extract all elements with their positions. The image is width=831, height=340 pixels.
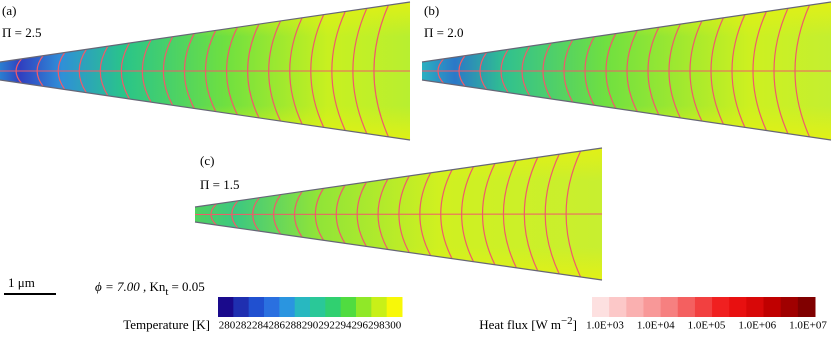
heat-flux-tick-label: 1.0E+07: [789, 320, 827, 332]
panel-label: (b): [424, 3, 439, 18]
temperature-tick-label: 288: [285, 320, 302, 332]
color-swatch: [218, 297, 234, 317]
color-swatch: [371, 297, 388, 317]
panel-label: (c): [200, 153, 214, 168]
color-swatch: [386, 297, 403, 317]
heat-flux-tick-label: 1.0E+03: [586, 320, 624, 332]
color-swatch: [325, 297, 342, 317]
temperature-tick-label: 282: [235, 320, 252, 332]
heat-flux-title-end: ]: [573, 317, 577, 332]
temperature-tick-label: 284: [252, 320, 269, 332]
color-swatch: [694, 297, 713, 317]
temperature-title: Temperature [K]: [123, 317, 210, 332]
kn-value: = 0.05: [171, 279, 204, 294]
wedge-outline: [0, 79, 411, 141]
temperature-tick-label: 290: [302, 320, 319, 332]
wedges: [0, 1, 831, 281]
temperature-tick-label: 292: [318, 320, 335, 332]
color-swatch: [763, 297, 782, 317]
color-swatch: [609, 297, 627, 317]
color-swatch: [712, 297, 730, 317]
wedge-outline: [421, 79, 831, 141]
panel-label: (a): [2, 3, 16, 18]
wedge-outline: [194, 221, 603, 281]
color-swatch: [233, 297, 250, 317]
color-swatch: [356, 297, 372, 317]
color-swatch: [729, 297, 747, 317]
panel-parameter: Π = 2.0: [424, 25, 463, 40]
conditions: ϕ = 7.00 , Knt = 0.05: [95, 279, 205, 298]
heat-flux-tick-label: 1.0E+06: [738, 320, 776, 332]
color-swatch: [592, 297, 610, 317]
heat-flux-title-main: Heat flux [W m: [479, 317, 561, 332]
color-swatch: [660, 297, 679, 317]
kn-sub: t: [165, 286, 168, 298]
color-swatch: [340, 297, 357, 317]
color-swatch: [780, 297, 799, 317]
color-swatch: [677, 297, 696, 317]
color-swatch: [746, 297, 765, 317]
temperature-tick-label: 294: [335, 320, 352, 332]
color-swatch: [279, 297, 296, 317]
temperature-tick-label: 286: [269, 320, 286, 332]
color-swatch: [797, 297, 816, 317]
color-swatch: [248, 297, 265, 317]
temperature-colorbar: 280 282 284 286 288 290 292 294 296 298 300: [218, 297, 403, 332]
color-swatch: [626, 297, 644, 317]
scale-bar-label: 1 μm: [8, 275, 35, 290]
color-swatch: [310, 297, 326, 317]
color-swatch: [643, 297, 662, 317]
heat-flux-title-sup: −2: [561, 315, 573, 327]
centerline: [194, 213, 603, 215]
temperature-tick-label: 296: [352, 320, 369, 332]
wedge-outline: [0, 1, 411, 63]
wedge-outline: [194, 147, 603, 208]
heat-flux-colorbar: 1.0E+03 1.0E+04 1.0E+05 1.0E+06 1.0E+07: [586, 297, 827, 332]
panel-parameter: Π = 1.5: [200, 177, 239, 192]
color-swatch: [264, 297, 280, 317]
phi: ϕ = 7.00 ,: [95, 279, 146, 294]
heat-flux-title: Heat flux [W m−2]: [479, 315, 577, 332]
temperature-tick-label: 280: [219, 320, 236, 332]
panel-parameter: Π = 2.5: [2, 25, 41, 40]
temperature-tick-label: 300: [385, 320, 402, 332]
heat-flux-tick-label: 1.0E+05: [688, 320, 726, 332]
heat-flux-tick-label: 1.0E+04: [637, 320, 675, 332]
wedge-outline: [421, 1, 831, 63]
temperature-tick-label: 298: [368, 320, 385, 332]
kn: Kn: [150, 279, 166, 294]
color-swatch: [294, 297, 311, 317]
